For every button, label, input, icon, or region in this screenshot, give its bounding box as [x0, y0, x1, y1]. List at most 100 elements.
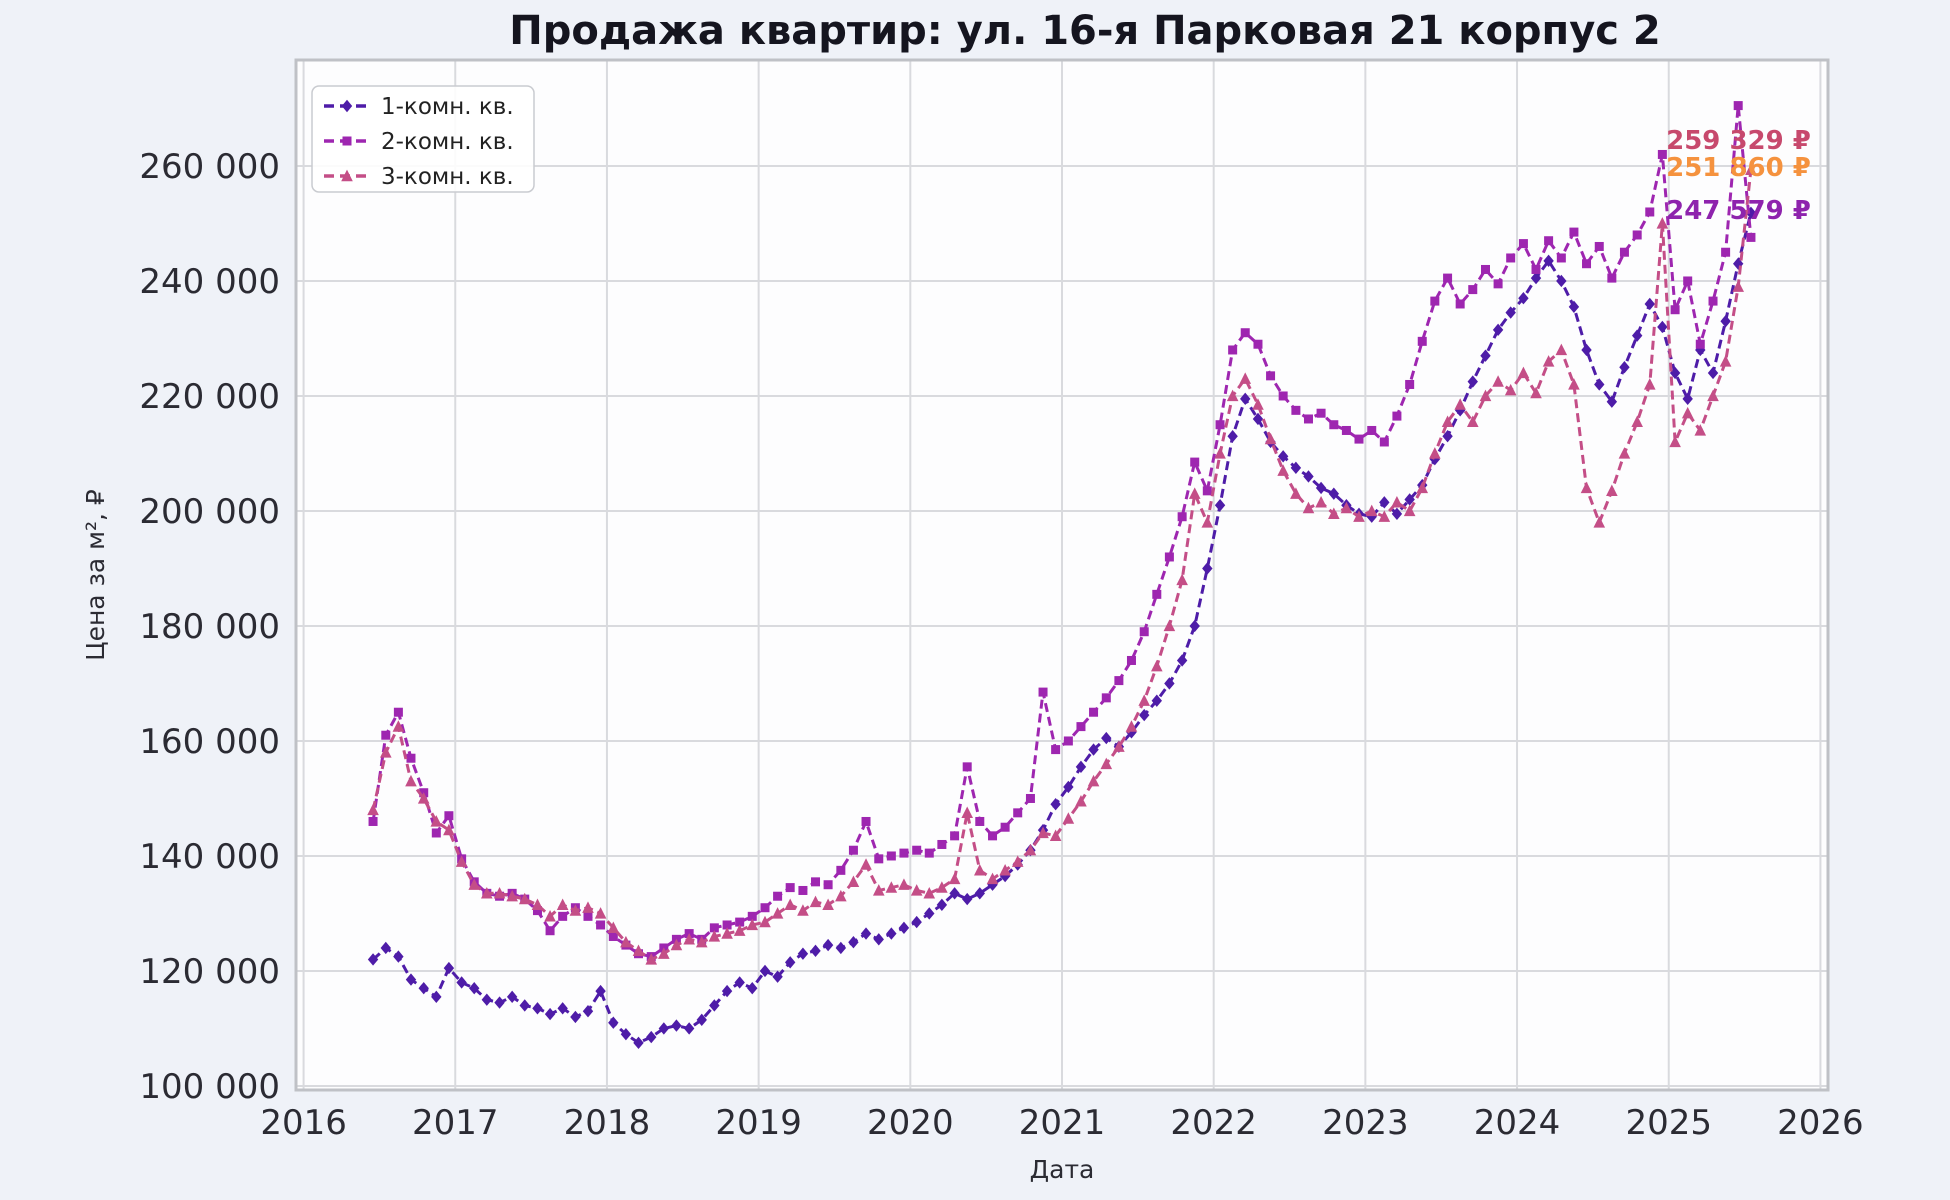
triangle-marker	[1542, 355, 1555, 367]
triangle-marker	[1681, 406, 1694, 419]
diamond-marker	[1290, 461, 1302, 475]
square-marker	[773, 891, 783, 901]
triangle-marker	[1075, 794, 1087, 807]
triangle-marker	[733, 924, 746, 936]
diamond-marker	[797, 947, 809, 960]
triangle-marker	[493, 886, 506, 899]
triangle-marker	[658, 947, 670, 959]
square-marker	[924, 848, 934, 858]
diamond-marker	[646, 1030, 657, 1044]
square-marker	[1139, 627, 1149, 637]
square-marker	[937, 839, 947, 849]
square-marker	[1392, 411, 1402, 421]
x-tick-label: 2018	[564, 1103, 651, 1143]
triangle-marker	[1239, 372, 1252, 384]
diamond-marker	[1139, 708, 1150, 722]
diamond-marker	[987, 878, 998, 891]
triangle-marker	[936, 881, 948, 893]
triangle-marker	[518, 892, 531, 905]
triangle-marker	[443, 823, 455, 836]
triangle-marker	[582, 901, 594, 913]
diamond-marker	[1151, 694, 1163, 707]
triangle-marker	[1378, 510, 1391, 522]
diamond-marker	[1189, 619, 1200, 633]
diamond-marker	[1530, 271, 1542, 285]
diamond-marker	[1720, 315, 1731, 328]
diamond-marker	[367, 953, 379, 966]
triangle-marker	[1302, 501, 1315, 514]
square-marker	[1480, 264, 1490, 274]
triangle-marker	[620, 935, 632, 948]
diamond-marker	[1518, 292, 1529, 305]
legend-item-label: 3-комн. кв.	[381, 164, 514, 190]
square-marker	[1190, 457, 1200, 467]
triangle-marker	[1176, 573, 1188, 586]
diamond-marker	[721, 984, 733, 998]
square-marker	[760, 903, 770, 913]
triangle-marker	[632, 944, 645, 957]
diamond-marker	[671, 1019, 682, 1032]
square-marker	[1708, 296, 1718, 306]
triangle-marker	[1037, 826, 1049, 839]
triangle-marker	[1707, 389, 1719, 402]
triangle-marker	[607, 921, 620, 934]
legend: 1-комн. кв. 2-комн. кв. 3-комн. кв.	[311, 85, 535, 193]
square-marker	[899, 848, 909, 858]
triangle-marker	[1593, 516, 1606, 528]
diamond-marker	[1277, 450, 1289, 463]
diamond-marker	[936, 898, 948, 912]
triangle-marker	[1340, 501, 1353, 514]
square-marker	[798, 885, 808, 895]
diamond-marker	[784, 956, 796, 969]
diamond-marker	[1328, 487, 1340, 500]
diamond-marker	[886, 927, 897, 940]
diamond-marker	[608, 1016, 619, 1029]
square-marker	[962, 762, 972, 772]
square-marker	[1278, 391, 1288, 401]
square-marker	[874, 854, 884, 864]
diamond-marker	[696, 1013, 707, 1027]
diamond-marker	[1202, 562, 1213, 575]
triangle-marker	[1252, 398, 1264, 410]
triangle-marker	[1214, 447, 1226, 459]
diamond-marker	[582, 1005, 594, 1018]
x-tick-label: 2020	[867, 1103, 954, 1143]
square-marker	[1152, 589, 1162, 599]
triangle-marker	[822, 898, 834, 911]
diamond-marker	[1480, 349, 1491, 362]
diamond-marker	[1556, 274, 1567, 288]
square-marker	[583, 911, 593, 921]
chart-title: Продажа квартир: ул. 16-я Парковая 21 ко…	[509, 8, 1661, 54]
triangle-marker	[556, 898, 569, 911]
diamond-marker	[835, 941, 847, 955]
diamond-marker	[1101, 731, 1112, 745]
diamond-marker	[873, 933, 884, 946]
square-marker	[848, 845, 858, 855]
triangle-marker	[1100, 757, 1113, 770]
triangle-marker	[1479, 389, 1492, 402]
triangle-marker	[1365, 504, 1378, 517]
x-tick-labels: 2016 2017 2018 2019 2020 2021 2022 2023 2024 2025…	[260, 1103, 1863, 1143]
last-price-annotation: 259 329 ₽	[1666, 126, 1811, 156]
square-marker	[431, 828, 441, 838]
square-marker	[1341, 425, 1351, 435]
square-marker	[1531, 264, 1541, 274]
triangle-marker	[1024, 843, 1037, 856]
diamond-marker	[1442, 430, 1453, 443]
square-marker	[1430, 296, 1440, 306]
triangle-marker	[1125, 720, 1138, 732]
square-marker	[1619, 247, 1629, 257]
triangle-marker	[1290, 487, 1302, 499]
y-tick-label: 200 000	[139, 492, 280, 532]
triangle-marker	[544, 909, 556, 922]
diamond-marker	[1594, 378, 1605, 391]
x-tick-label: 2022	[1170, 1103, 1257, 1143]
square-marker	[747, 911, 757, 921]
triangle-marker	[1606, 484, 1618, 497]
triangle-marker	[1049, 829, 1062, 842]
y-axis-label: Цена за м², ₽	[81, 489, 110, 661]
square-marker	[1164, 552, 1174, 562]
diamond-marker	[1391, 507, 1403, 521]
triangle-marker	[1138, 694, 1151, 706]
x-tick-label: 2025	[1625, 1103, 1712, 1143]
